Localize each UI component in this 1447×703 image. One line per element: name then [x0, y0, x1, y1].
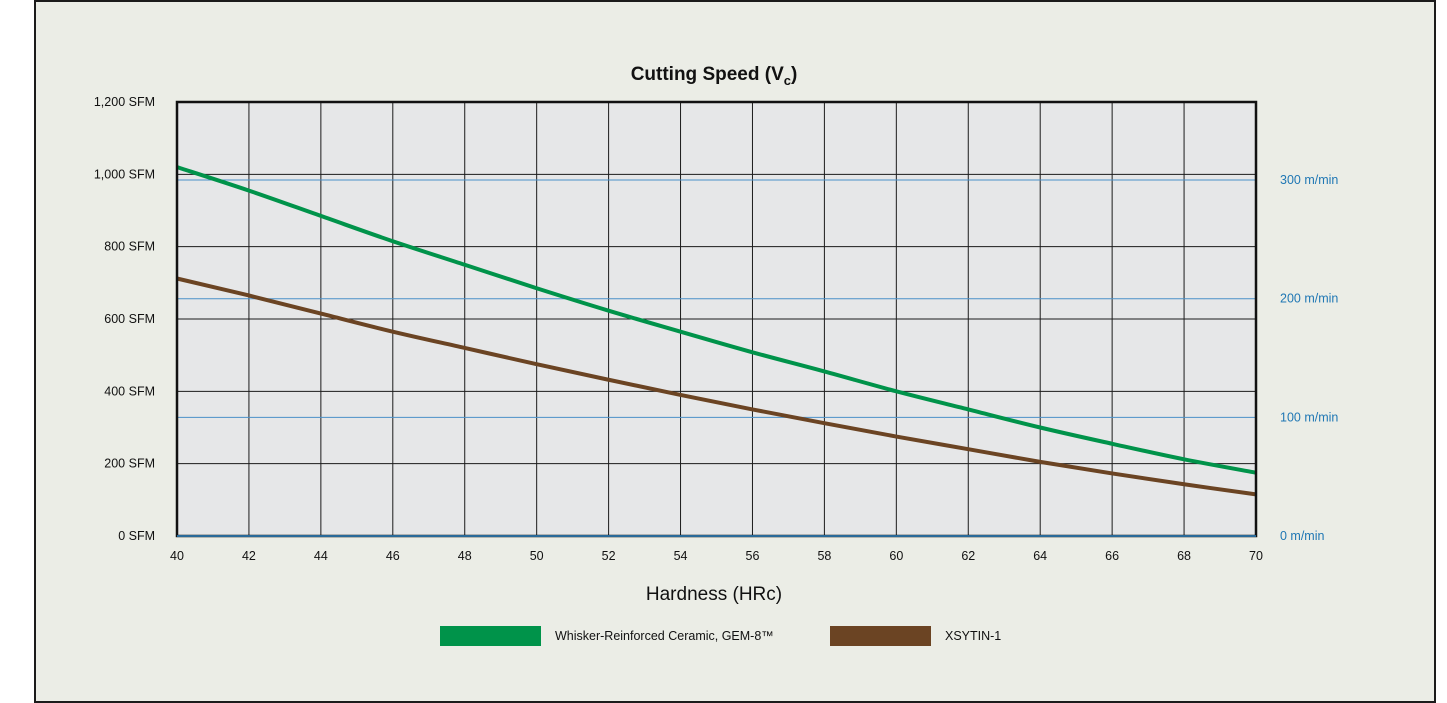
- x-tick-label: 60: [889, 549, 903, 563]
- x-tick-label: 68: [1177, 549, 1191, 563]
- x-tick-label: 42: [242, 549, 256, 563]
- x-tick-label: 52: [602, 549, 616, 563]
- y2-tick-label: 300 m/min: [1280, 173, 1338, 187]
- y-tick-label: 1,000 SFM: [94, 167, 155, 181]
- legend-label: Whisker-Reinforced Ceramic, GEM-8™: [555, 629, 774, 643]
- axes: 0 SFM 200 SFM 400 SFM 600 SFM 800 SFM 1,000 S…: [94, 95, 1339, 563]
- x-tick-label: 48: [458, 549, 472, 563]
- legend-swatch: [830, 626, 931, 646]
- y2-tick-label: 200 m/min: [1280, 292, 1338, 306]
- chart-title: Cutting Speed (Vc): [631, 64, 798, 88]
- x-tick-label: 62: [961, 549, 975, 563]
- y-tick-label: 1,200 SFM: [94, 95, 155, 109]
- y-tick-label: 800 SFM: [104, 240, 155, 254]
- legend: Whisker-Reinforced Ceramic, GEM-8™ XSYTIN…: [440, 626, 1001, 646]
- x-tick-label: 58: [817, 549, 831, 563]
- series-line-0: [176, 165, 1257, 475]
- x-tick-label: 66: [1105, 549, 1119, 563]
- legend-swatch: [440, 626, 541, 646]
- y2-tick-label: 100 m/min: [1280, 410, 1338, 424]
- x-tick-label: 40: [170, 549, 184, 563]
- x-tick-label: 70: [1249, 549, 1263, 563]
- y-tick-label: 600 SFM: [104, 312, 155, 326]
- y-tick-label: 0 SFM: [118, 529, 155, 543]
- legend-label: XSYTIN-1: [945, 629, 1001, 643]
- x-tick-label: 54: [674, 549, 688, 563]
- y-tick-label: 400 SFM: [104, 384, 155, 398]
- series-line-1: [176, 276, 1257, 497]
- x-axis-label: Hardness (HRc): [646, 584, 782, 605]
- x-tick-label: 50: [530, 549, 544, 563]
- x-tick-label: 56: [746, 549, 760, 563]
- x-tick-label: 64: [1033, 549, 1047, 563]
- y-tick-label: 200 SFM: [104, 457, 155, 471]
- x-tick-label: 44: [314, 549, 328, 563]
- x-tick-label: 46: [386, 549, 400, 563]
- y2-tick-label: 0 m/min: [1280, 529, 1325, 543]
- series-lines: [176, 165, 1257, 497]
- secondary-grid-lines: [177, 179, 1256, 418]
